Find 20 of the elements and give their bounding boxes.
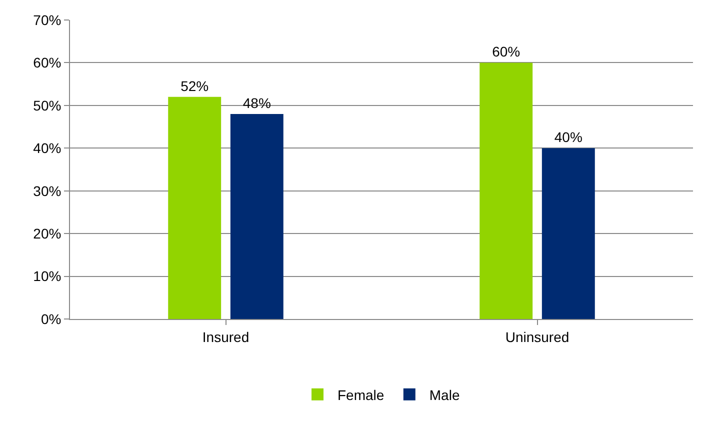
data-label: 60%: [492, 44, 520, 60]
y-tick-label: 10%: [33, 268, 62, 284]
bar: [230, 114, 284, 319]
data-label: 52%: [180, 78, 209, 94]
legend-label: Female: [338, 386, 384, 403]
y-tick-label: 30%: [33, 182, 62, 199]
y-tick-label: 20%: [33, 225, 62, 242]
y-tick-label: 70%: [33, 12, 62, 28]
data-label: 40%: [554, 129, 582, 146]
bar: [542, 148, 595, 319]
bar: [480, 62, 533, 319]
y-tick-label: 40%: [33, 140, 62, 156]
legend-label: Male: [429, 386, 460, 403]
y-tick-label: 60%: [33, 54, 62, 71]
y-tick-label: 0%: [40, 310, 62, 327]
x-tick-label: Uninsured: [505, 328, 570, 345]
y-tick-label: 50%: [33, 97, 62, 114]
bar: [168, 96, 222, 319]
x-tick-label: Insured: [202, 328, 250, 345]
data-label: 48%: [242, 94, 271, 111]
